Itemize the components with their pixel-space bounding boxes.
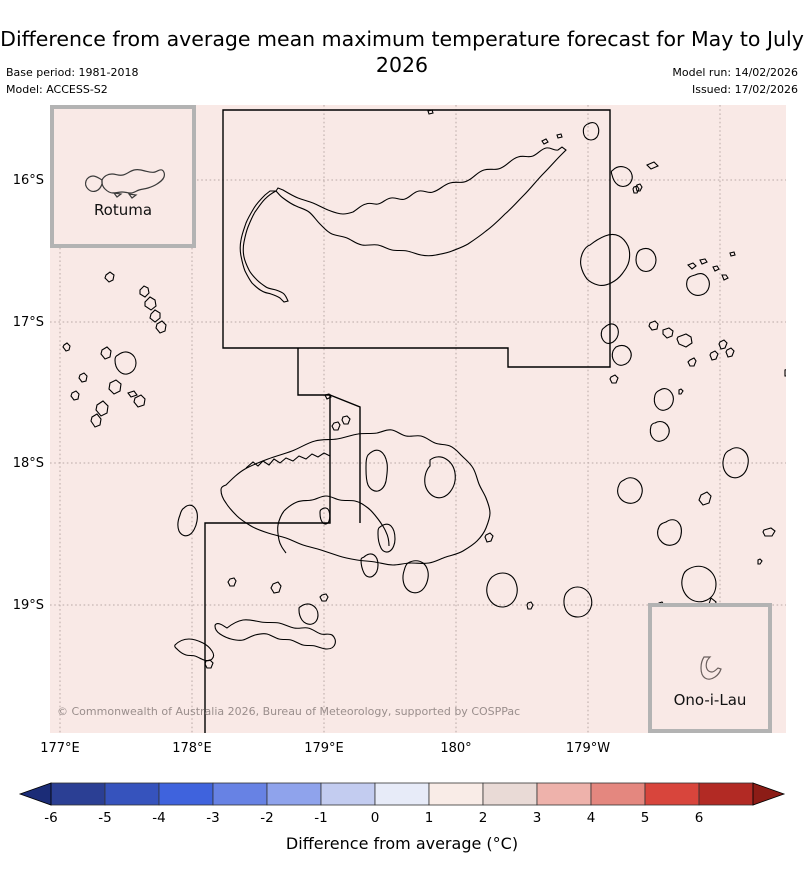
colorbar-tick-label: -6 bbox=[44, 810, 58, 826]
colorbar-bin bbox=[104, 782, 160, 806]
y-tick-label: 16°S bbox=[12, 173, 44, 188]
colorbar-tick-label: 4 bbox=[586, 810, 596, 826]
y-tick-label: 18°S bbox=[12, 456, 44, 471]
inset-ono-i-lau-label: Ono-i-Lau bbox=[673, 691, 747, 709]
inset-rotuma-background bbox=[54, 109, 192, 244]
inset-rotuma[interactable]: Rotuma bbox=[50, 105, 196, 248]
territorial-boundary-line bbox=[204, 109, 611, 733]
colorbar-tick-label: 0 bbox=[370, 810, 380, 826]
colorbar-tick-label: -3 bbox=[206, 810, 220, 826]
colorbar-tick-label: -1 bbox=[314, 810, 328, 826]
coastline-outer-islets bbox=[709, 339, 786, 565]
x-tick-label: 179°W bbox=[565, 741, 611, 756]
y-tick-label: 19°S bbox=[12, 598, 44, 613]
x-tick-label: 180° bbox=[440, 741, 472, 756]
y-tick-label: 17°S bbox=[12, 315, 44, 330]
colorbar-bin bbox=[698, 782, 754, 806]
copyright-notice: © Commonwealth of Australia 2026, Bureau… bbox=[57, 705, 521, 718]
colorbar-title: Difference from average (°C) bbox=[285, 834, 519, 853]
colorbar[interactable]: -6 -5 -4 -3 -2 -1 0 1 2 3 4 5 6 Difference from aver… bbox=[0, 778, 804, 896]
colorbar-over-arrow bbox=[752, 782, 786, 806]
colorbar-bin bbox=[320, 782, 376, 806]
colorbar-bin bbox=[428, 782, 484, 806]
colorbar-tick-label: -2 bbox=[260, 810, 274, 826]
colorbar-tick-label: 5 bbox=[640, 810, 650, 826]
colorbar-bin bbox=[536, 782, 592, 806]
colorbar-bin bbox=[482, 782, 538, 806]
colorbar-swatches bbox=[18, 782, 786, 806]
model-label: Model: ACCESS-S2 bbox=[6, 83, 108, 96]
coastline-ono-i-lau bbox=[700, 656, 722, 680]
inset-ono-i-lau[interactable]: Ono-i-Lau bbox=[648, 603, 772, 733]
colorbar-under-arrow bbox=[18, 782, 52, 806]
x-tick-label: 177°E bbox=[40, 741, 80, 756]
x-tick-label: 179°E bbox=[304, 741, 344, 756]
coastline-lau-group bbox=[402, 122, 749, 636]
colorbar-tick-label: 2 bbox=[478, 810, 488, 826]
coastline-rotuma bbox=[85, 168, 165, 199]
colorbar-bin bbox=[266, 782, 322, 806]
coastline-yasawa-islands bbox=[62, 271, 167, 428]
base-period-label: Base period: 1981-2018 bbox=[6, 66, 139, 79]
colorbar-bins bbox=[50, 782, 754, 806]
colorbar-tick-label: -5 bbox=[98, 810, 112, 826]
model-run-label: Model run: 14/02/2026 bbox=[672, 66, 798, 79]
colorbar-bin bbox=[212, 782, 268, 806]
colorbar-bin bbox=[590, 782, 646, 806]
colorbar-tick-label: 3 bbox=[532, 810, 542, 826]
coastline-vanua-levu bbox=[127, 109, 736, 400]
coastline-kadavu bbox=[174, 593, 336, 669]
colorbar-tick-label: -4 bbox=[152, 810, 166, 826]
inset-rotuma-label: Rotuma bbox=[93, 201, 153, 219]
x-tick-label: 178°E bbox=[172, 741, 212, 756]
colorbar-tick-label: 1 bbox=[424, 810, 434, 826]
colorbar-tick-label: 6 bbox=[694, 810, 704, 826]
inset-rotuma-map bbox=[54, 109, 192, 244]
coastline-small-islands-central bbox=[177, 415, 396, 594]
page-title: Difference from average mean maximum tem… bbox=[0, 27, 804, 77]
issued-label: Issued: 17/02/2026 bbox=[691, 83, 798, 96]
colorbar-bin bbox=[374, 782, 430, 806]
colorbar-bin bbox=[158, 782, 214, 806]
colorbar-bin bbox=[644, 782, 700, 806]
inset-ono-i-lau-map bbox=[652, 607, 768, 729]
colorbar-bin bbox=[50, 782, 106, 806]
inset-ono-background bbox=[652, 607, 768, 729]
